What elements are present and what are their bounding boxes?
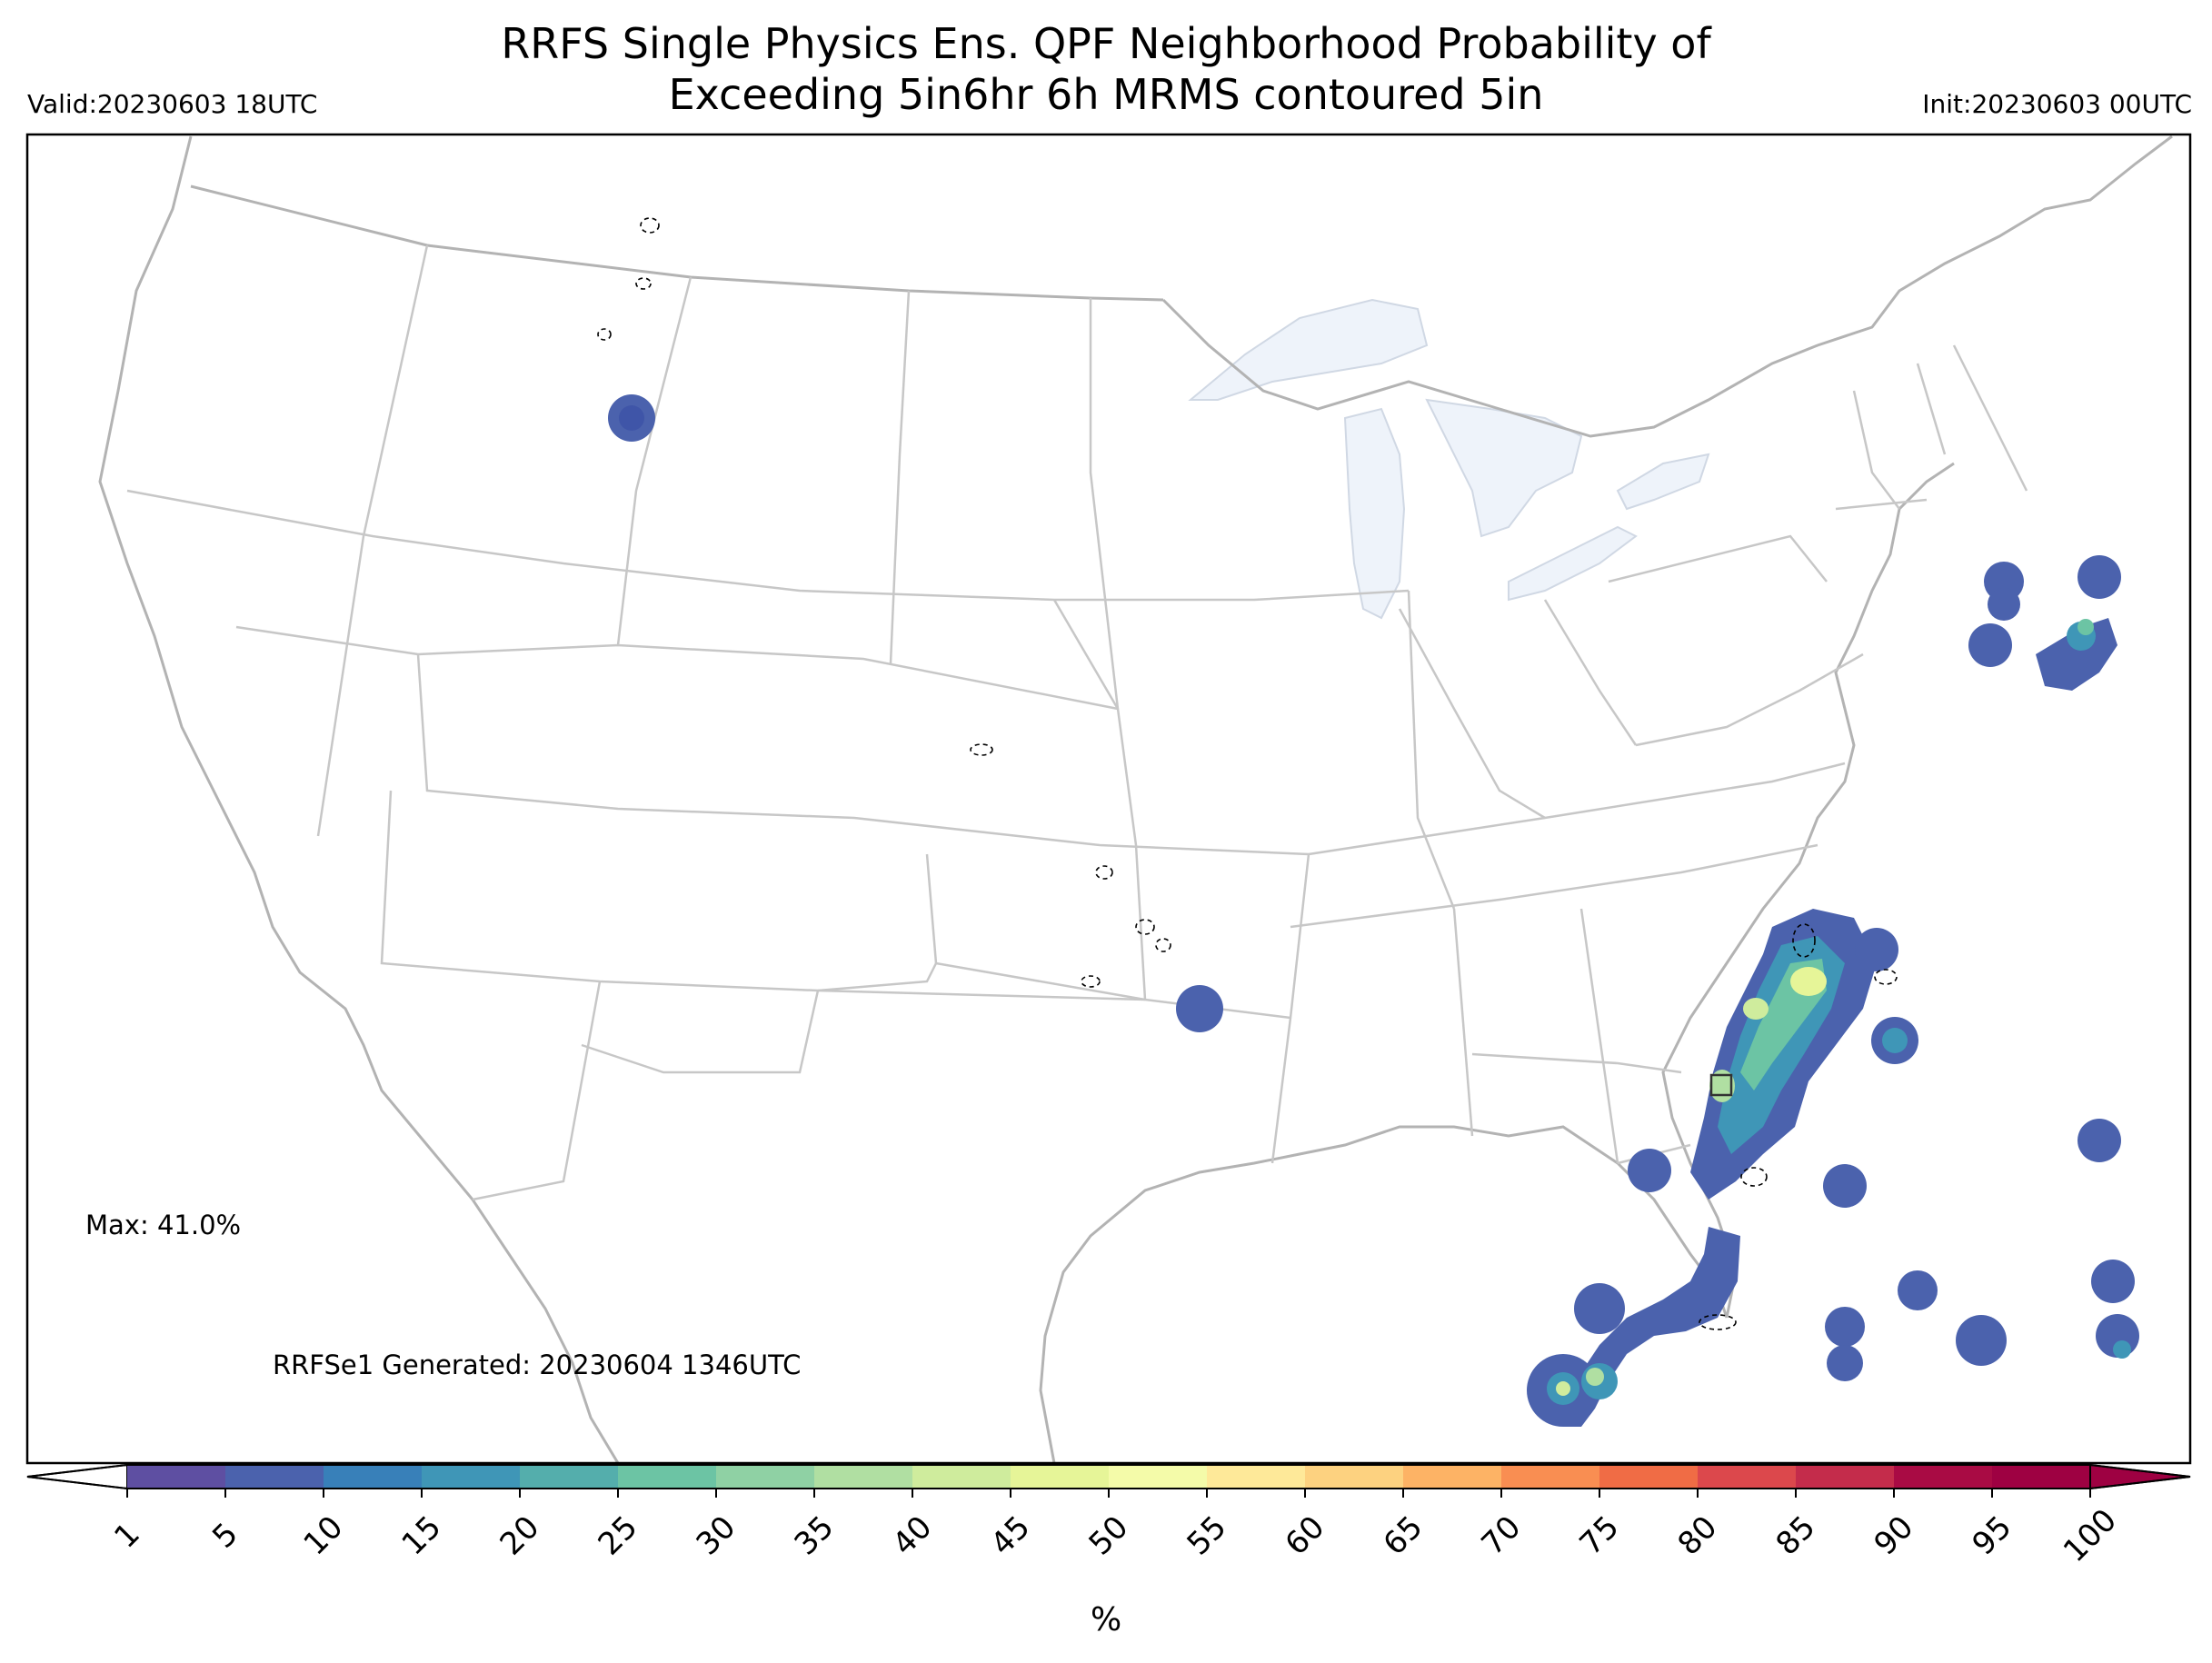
colorbar-segment [1894, 1465, 1993, 1489]
state-boundaries [126, 244, 2028, 1201]
probability-fills [608, 394, 2139, 1427]
colorbar [26, 1463, 2191, 1498]
colorbar-segment [1109, 1465, 1208, 1489]
colorbar-segment [1305, 1465, 1404, 1489]
mrms-contours [597, 217, 1898, 1330]
florida-east-coast [1628, 909, 1918, 1208]
colorbar-segment [1011, 1465, 1110, 1489]
colorbar-segment [1403, 1465, 1502, 1489]
colorbar-segment [127, 1465, 226, 1489]
generated-label: RRFSe1 Generated: 20230604 1346UTC [273, 1349, 802, 1380]
colorbar-segment [1698, 1465, 1797, 1489]
colorbar-segment [225, 1465, 324, 1489]
init-time-label: Init:20230603 00UTC [1922, 89, 2192, 119]
title-line-1: RRFS Single Physics Ens. QPF Neighborhoo… [501, 19, 1711, 68]
atlantic-northeast [1968, 555, 2121, 691]
colorbar-segment [324, 1465, 423, 1489]
colorbar-segment [1992, 1465, 2091, 1489]
colorbar-segment [1599, 1465, 1699, 1489]
colorbar-unit: % [1091, 1601, 1122, 1638]
arkansas-blob [1176, 985, 1223, 1032]
great-lakes [1188, 298, 1710, 620]
colorbar-segment [520, 1465, 619, 1489]
colorbar-segment [1796, 1465, 1895, 1489]
colorbar-extend-high [2089, 1463, 2191, 1490]
map-title: RRFS Single Physics Ens. QPF Neighborhoo… [0, 18, 2212, 120]
map-background [27, 134, 2190, 1463]
colorbar-segment [1501, 1465, 1600, 1489]
colorbar-extend-low [26, 1463, 128, 1490]
max-location-box [1709, 1073, 1733, 1097]
colorbar-segment [618, 1465, 717, 1489]
map-frame [25, 133, 2192, 1465]
florida-south [1527, 1227, 1740, 1427]
title-line-2: Exceeding 5in6hr 6h MRMS contoured 5in [668, 70, 1544, 119]
colorbar-segment [422, 1465, 521, 1489]
coastlines [98, 134, 2173, 1463]
bahamas [1825, 1119, 2139, 1381]
max-label: Max: 41.0% [85, 1210, 242, 1240]
colorbar-segment [716, 1465, 815, 1489]
colorbar-segment [1207, 1465, 1306, 1489]
colorbar-segment [912, 1465, 1011, 1489]
colorbar-segment [814, 1465, 913, 1489]
valid-time-label: Valid:20230603 18UTC [27, 89, 318, 119]
